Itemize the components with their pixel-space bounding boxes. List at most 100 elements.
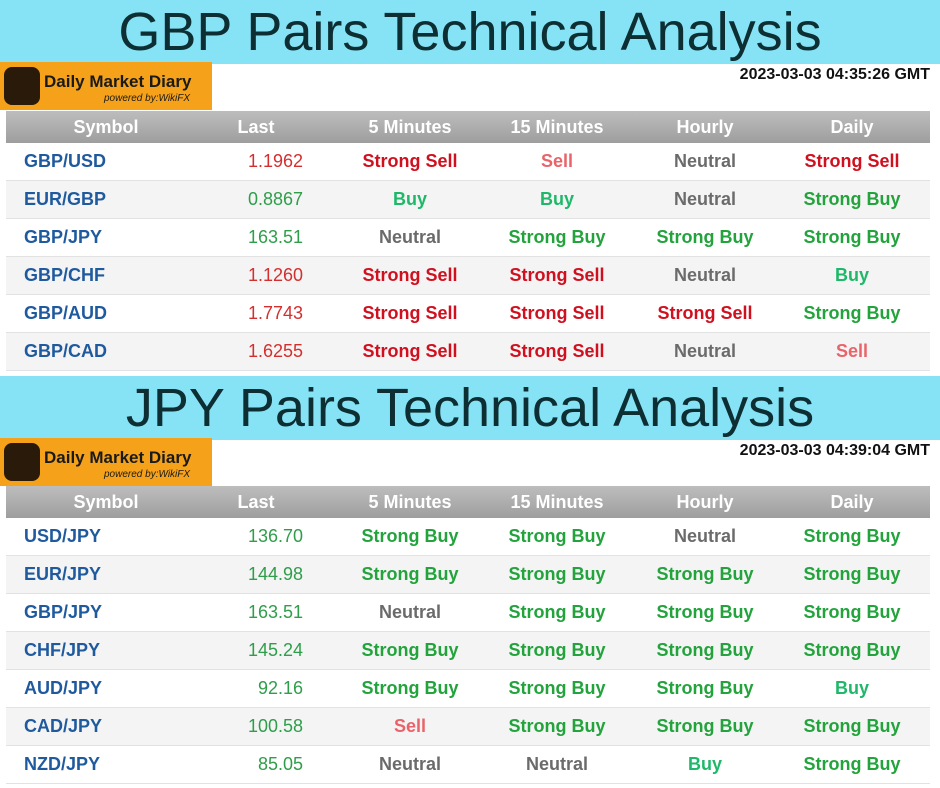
last-price: 1.1962 (247, 151, 303, 171)
symbol: USD/JPY (24, 526, 102, 546)
signal: Neutral (378, 227, 441, 247)
table-row: CHF/JPY 145.24 Strong Buy Strong Buy Strong … (6, 632, 930, 670)
signal: Strong Buy (656, 602, 754, 622)
signal: Sell (835, 341, 869, 361)
last-price: 163.51 (247, 602, 303, 622)
column-header: Daily (830, 117, 874, 137)
signal: Neutral (673, 189, 736, 209)
section-title: JPY Pairs Technical Analysis (0, 376, 940, 440)
signal: Strong Sell (509, 303, 605, 323)
last-price: 100.58 (247, 716, 303, 736)
signal: Sell (540, 151, 574, 171)
column-header: 5 Minutes (368, 492, 452, 512)
signal: Strong Buy (508, 602, 606, 622)
signal: Buy (539, 189, 574, 209)
signal: Strong Buy (656, 716, 754, 736)
signal: Neutral (673, 341, 736, 361)
column-header: 5 Minutes (368, 117, 452, 137)
symbol: GBP/JPY (24, 227, 103, 247)
symbol: AUD/JPY (24, 678, 103, 698)
column-header: Symbol (73, 492, 139, 512)
column-header: Daily (830, 492, 874, 512)
table-row: GBP/USD 1.1962 Strong Sell Sell Neutral Stron… (6, 143, 930, 181)
table-header: Symbol Last 5 Minutes 15 Minutes Hourly Daily (6, 111, 930, 143)
signal: Strong Sell (509, 341, 605, 361)
signal: Strong Buy (803, 564, 901, 584)
table-row: CAD/JPY 100.58 Sell Strong Buy Strong Buy Str… (6, 708, 930, 746)
signal: Strong Buy (803, 640, 901, 660)
logo: Daily Market Diary powered by:WikiFX (0, 438, 212, 486)
signal: Strong Buy (361, 640, 459, 660)
section-title: GBP Pairs Technical Analysis (0, 0, 940, 64)
table-row: GBP/CHF 1.1260 Strong Sell Strong Sell Neutr… (6, 257, 930, 295)
table-row: USD/JPY 136.70 Strong Buy Strong Buy Neutral… (6, 518, 930, 556)
symbol: EUR/GBP (24, 189, 107, 209)
last-price: 1.1260 (247, 265, 303, 285)
signal: Strong Buy (803, 303, 901, 323)
signal: Strong Buy (803, 526, 901, 546)
logo: Daily Market Diary powered by:WikiFX (0, 62, 212, 110)
signal: Strong Buy (508, 564, 606, 584)
signal: Neutral (673, 265, 736, 285)
logo-powered: powered by:WikiFX (104, 93, 191, 104)
table-row: EUR/GBP 0.8867 Buy Buy Neutral Strong Buy (6, 181, 930, 219)
signal: Buy (687, 754, 722, 774)
last-price: 85.05 (257, 754, 303, 774)
symbol: GBP/AUD (24, 303, 108, 323)
last-price: 92.16 (257, 678, 303, 698)
table-row: GBP/AUD 1.7743 Strong Sell Strong Sell Stron… (6, 295, 930, 333)
table-row: EUR/JPY 144.98 Strong Buy Strong Buy Strong … (6, 556, 930, 594)
table-row: AUD/JPY 92.16 Strong Buy Strong Buy Strong B… (6, 670, 930, 708)
column-header: Last (237, 492, 275, 512)
signal: Strong Sell (657, 303, 753, 323)
signal: Strong Sell (804, 151, 900, 171)
signal: Strong Buy (656, 564, 754, 584)
logo-icon (4, 443, 40, 481)
signal: Strong Buy (803, 227, 901, 247)
signal: Strong Sell (362, 151, 458, 171)
signal: Buy (392, 189, 427, 209)
symbol: GBP/CAD (24, 341, 108, 361)
signal: Strong Buy (803, 754, 901, 774)
signal: Strong Buy (361, 678, 459, 698)
signal: Strong Buy (508, 526, 606, 546)
logo-icon (4, 67, 40, 105)
table-row: NZD/JPY 85.05 Neutral Neutral Buy Strong Buy (6, 746, 930, 784)
column-header: Hourly (676, 117, 734, 137)
signal: Strong Buy (656, 640, 754, 660)
signal: Strong Buy (803, 716, 901, 736)
column-header: Last (237, 117, 275, 137)
last-price: 1.7743 (247, 303, 303, 323)
last-price: 136.70 (247, 526, 303, 546)
signal: Strong Buy (656, 227, 754, 247)
logo-name: Daily Market Diary (44, 448, 192, 467)
signal: Neutral (673, 526, 736, 546)
last-price: 145.24 (247, 640, 303, 660)
logo-powered: powered by:WikiFX (104, 469, 191, 480)
signal: Neutral (673, 151, 736, 171)
signal: Strong Sell (362, 341, 458, 361)
timestamp: 2023-03-03 04:39:04 GMT (739, 442, 930, 459)
signal: Strong Sell (509, 265, 605, 285)
symbol: EUR/JPY (24, 564, 102, 584)
signal: Strong Buy (361, 526, 459, 546)
table-row: GBP/JPY 163.51 Neutral Strong Buy Strong Buy… (6, 219, 930, 257)
signal: Strong Sell (362, 303, 458, 323)
symbol: NZD/JPY (24, 754, 101, 774)
table-header: Symbol Last 5 Minutes 15 Minutes Hourly Daily (6, 486, 930, 518)
symbol: GBP/USD (24, 151, 107, 171)
signal: Neutral (378, 602, 441, 622)
column-header: 15 Minutes (510, 492, 604, 512)
column-header: 15 Minutes (510, 117, 604, 137)
column-header: Hourly (676, 492, 734, 512)
signal: Strong Buy (656, 678, 754, 698)
signal: Strong Sell (362, 265, 458, 285)
table-row: GBP/CAD 1.6255 Strong Sell Strong Sell Neutr… (6, 333, 930, 371)
symbol: CHF/JPY (24, 640, 101, 660)
symbol: GBP/CHF (24, 265, 105, 285)
signal: Strong Buy (508, 227, 606, 247)
signal: Buy (834, 265, 869, 285)
last-price: 163.51 (247, 227, 303, 247)
table-row: GBP/JPY 163.51 Neutral Strong Buy Strong Buy… (6, 594, 930, 632)
